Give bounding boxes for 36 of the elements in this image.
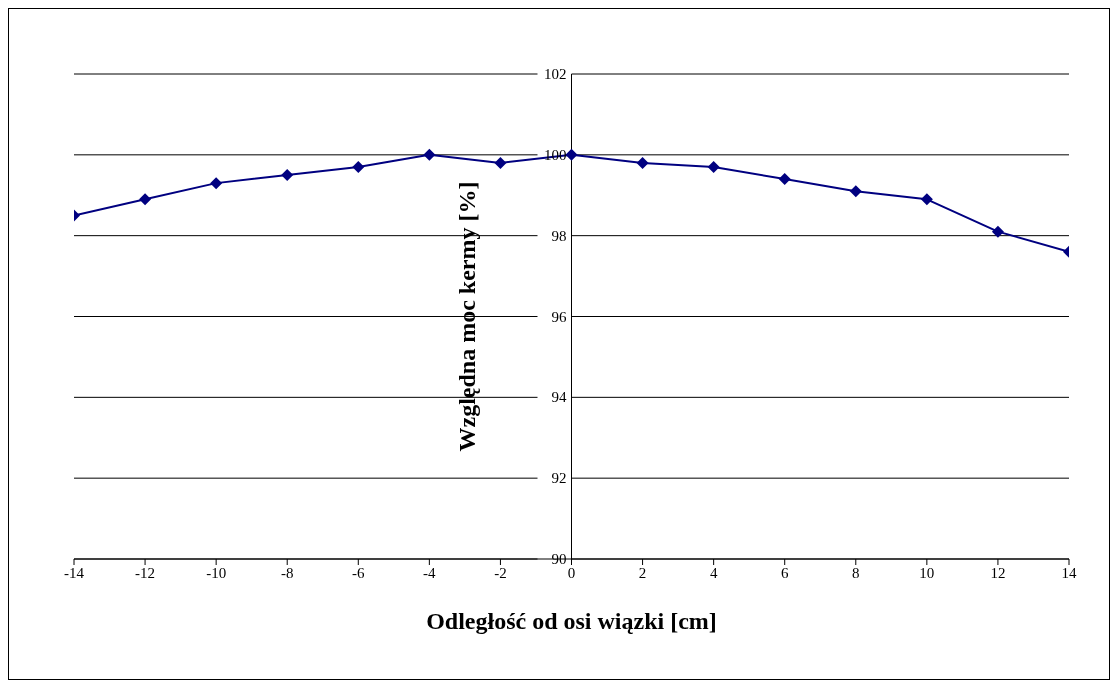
point (991, 225, 1004, 238)
x-tick-label: 8 (852, 564, 860, 581)
x-tick-label: -6 (352, 564, 366, 581)
x-tick-label: -4 (423, 564, 437, 581)
y-tick-label: 90 (551, 551, 567, 567)
x-tick-label: 4 (709, 564, 718, 581)
y-tick-label: 92 (551, 470, 567, 487)
y-tick-label: 102 (544, 66, 567, 82)
x-tick-label: -12 (135, 564, 156, 581)
x-tick-label: 0 (567, 564, 576, 581)
x-tick-label: -14 (64, 564, 85, 581)
x-tick-label: 10 (919, 564, 935, 581)
x-tick-label: 2 (638, 564, 647, 581)
point (423, 148, 436, 161)
y-tick-label: 96 (551, 308, 567, 325)
point (849, 185, 862, 198)
point (707, 160, 720, 173)
point (139, 193, 152, 206)
y-tick-label: 98 (551, 227, 567, 244)
y-axis-title: Względna moc kermy [%] (453, 181, 480, 452)
x-tick-label: -2 (494, 564, 507, 581)
point (565, 148, 578, 161)
point (281, 169, 294, 182)
point (210, 177, 223, 190)
y-tick-label: 94 (551, 389, 567, 406)
point (352, 160, 365, 173)
x-tick-label: 14 (1061, 564, 1077, 581)
point (920, 193, 933, 206)
x-tick-label: -10 (206, 564, 227, 581)
x-axis-title: Odległość od osi wiązki [cm] (426, 608, 717, 634)
point (636, 156, 649, 169)
x-tick-label: 12 (990, 564, 1006, 581)
x-tick-label: 6 (780, 564, 789, 581)
x-tick-label: -8 (280, 564, 294, 581)
point (778, 173, 791, 186)
point (494, 156, 507, 169)
